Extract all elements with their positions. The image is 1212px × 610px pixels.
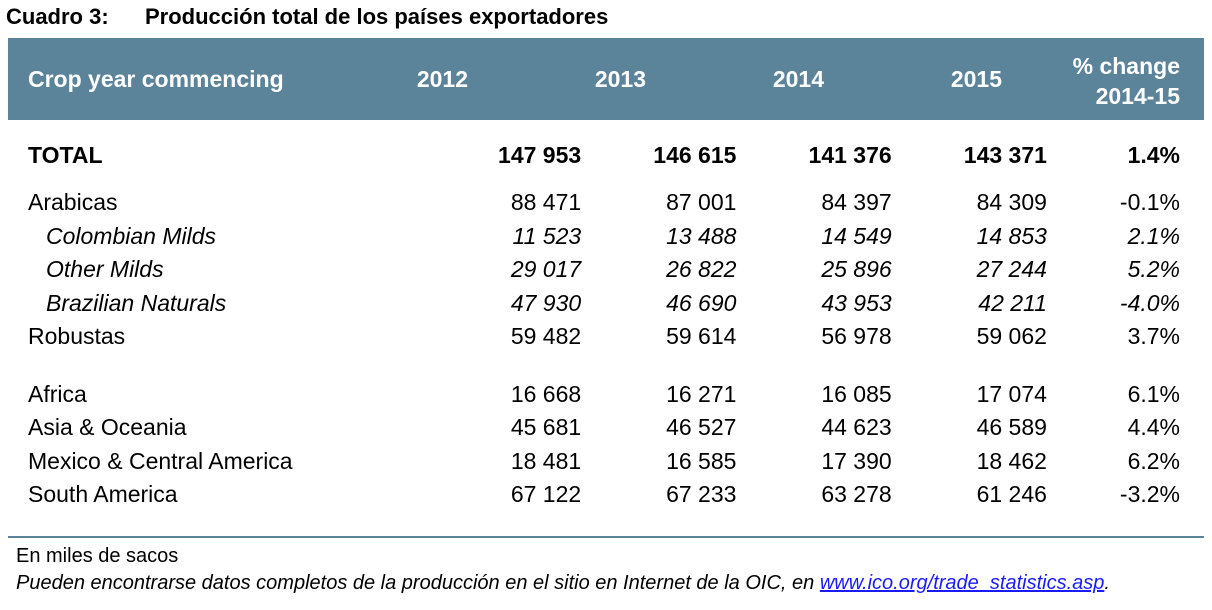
table-row: Robustas 59 482 59 614 56 978 59 062 3.7…: [8, 320, 1204, 354]
cell-2013: 16 585: [666, 447, 737, 474]
bottom-rule: [8, 536, 1204, 538]
row-label: Mexico & Central America: [28, 447, 293, 474]
source-text: Pueden encontrarse datos completos de la…: [16, 572, 820, 594]
cell-2012: 29 017: [510, 256, 582, 283]
table-row: Mexico & Central America 18 481 16 585 1…: [8, 445, 1204, 479]
cell-2012: 18 481: [510, 447, 582, 474]
cell-2013: 46 527: [666, 414, 737, 441]
cell-2014: 63 278: [821, 481, 892, 508]
cell-2012: 147 953: [498, 141, 582, 168]
caption-label: Cuadro 3:: [6, 4, 109, 29]
production-table: TOTAL 147 953 146 615 141 376 143 371 1.…: [8, 136, 1204, 512]
cell-2012: 11 523: [512, 222, 582, 249]
cell-2013: 26 822: [666, 256, 737, 283]
header-pct-change: % change 2014-15: [1073, 51, 1180, 111]
cell-2013: 59 614: [666, 323, 737, 350]
row-spacer: [8, 174, 1204, 186]
cell-2014: 56 978: [821, 323, 892, 350]
cell-2013: 16 271: [666, 380, 737, 407]
cell-2014: 14 549: [821, 222, 892, 249]
cell-2015: 42 211: [978, 289, 1047, 316]
row-label: Brazilian Naturals: [46, 289, 227, 316]
cell-2012: 59 482: [510, 323, 582, 350]
cell-pct-change: 1.4%: [1127, 141, 1180, 168]
cell-2012: 67 122: [510, 481, 582, 508]
cell-2013: 13 488: [666, 222, 737, 249]
header-crop-year: Crop year commencing: [28, 66, 284, 92]
cell-2015: 143 371: [963, 141, 1047, 168]
header-year-2013: 2013: [594, 66, 646, 92]
cell-pct-change: 5.2%: [1127, 256, 1180, 283]
cell-2015: 84 309: [976, 189, 1047, 216]
units-note: En miles de sacos: [16, 545, 179, 567]
cell-2015: 18 462: [976, 447, 1047, 474]
cell-2012: 88 471: [510, 189, 582, 216]
row-label: South America: [28, 481, 178, 508]
cell-pct-change: -4.0%: [1119, 289, 1180, 316]
header-pct-line1: % change: [1072, 53, 1180, 79]
table-row: Brazilian Naturals 47 930 46 690 43 953 …: [8, 287, 1204, 321]
table-row-total: TOTAL 147 953 146 615 141 376 143 371 1.…: [8, 136, 1204, 174]
row-label: Arabicas: [28, 189, 118, 216]
header-year-2014: 2014: [772, 66, 824, 92]
cell-2014: 84 397: [821, 189, 892, 216]
header-year-2015: 2015: [950, 66, 1002, 92]
cell-2013: 46 690: [666, 289, 737, 316]
ico-statistics-link[interactable]: www.ico.org/trade_statistics.asp: [819, 572, 1105, 594]
cell-2013: 87 001: [666, 189, 737, 216]
cell-pct-change: 4.4%: [1127, 414, 1180, 441]
table-row: Asia & Oceania 45 681 46 527 44 623 46 5…: [8, 411, 1204, 445]
cell-pct-change: -0.1%: [1119, 189, 1180, 216]
cell-2015: 59 062: [976, 323, 1047, 350]
cell-2015: 46 589: [976, 414, 1047, 441]
caption-text: Producción total de los países exportado…: [145, 4, 609, 29]
table-row: Africa 16 668 16 271 16 085 17 074 6.1%: [8, 378, 1204, 412]
cell-2012: 47 930: [510, 289, 582, 316]
row-label: Colombian Milds: [46, 222, 217, 249]
cell-2012: 16 668: [510, 380, 582, 407]
cell-pct-change: 6.2%: [1127, 447, 1180, 474]
cell-2014: 43 953: [821, 289, 892, 316]
row-spacer: [8, 354, 1204, 378]
row-label: Other Milds: [46, 256, 164, 283]
cell-2015: 17 074: [976, 380, 1047, 407]
cell-2015: 27 244: [976, 256, 1047, 283]
cell-2013: 67 233: [666, 481, 737, 508]
cell-2012: 45 681: [510, 414, 582, 441]
cell-2013: 146 615: [653, 141, 737, 168]
table-row: Arabicas 88 471 87 001 84 397 84 309 -0.…: [8, 186, 1204, 220]
cell-pct-change: 2.1%: [1127, 222, 1180, 249]
header-year-2012: 2012: [416, 66, 468, 92]
cell-pct-change: 3.7%: [1127, 323, 1180, 350]
row-label: Asia & Oceania: [28, 414, 187, 441]
cell-2014: 25 896: [821, 256, 892, 283]
cell-2014: 17 390: [821, 447, 892, 474]
source-note: Pueden encontrarse datos completos de la…: [16, 572, 1110, 595]
cell-2014: 141 376: [808, 141, 892, 168]
row-label: Robustas: [28, 323, 126, 350]
header-pct-line2: 2014-15: [1095, 83, 1180, 109]
cell-2015: 61 246: [976, 481, 1047, 508]
cell-pct-change: 6.1%: [1127, 380, 1180, 407]
table-header: Crop year commencing 2012 2013 2014 2015…: [8, 38, 1204, 120]
cell-2014: 16 085: [821, 380, 892, 407]
table-row: South America 67 122 67 233 63 278 61 24…: [8, 478, 1204, 512]
cell-2015: 14 853: [976, 222, 1047, 249]
cell-pct-change: -3.2%: [1119, 481, 1180, 508]
table-caption: Cuadro 3: Producción total de los países …: [6, 4, 608, 30]
table-row: Colombian Milds 11 523 13 488 14 549 14 …: [8, 220, 1204, 254]
row-label: Africa: [28, 380, 87, 407]
source-end: .: [1104, 572, 1110, 594]
row-label: TOTAL: [28, 141, 103, 168]
cell-2014: 44 623: [821, 414, 892, 441]
table-row: Other Milds 29 017 26 822 25 896 27 244 …: [8, 253, 1204, 287]
